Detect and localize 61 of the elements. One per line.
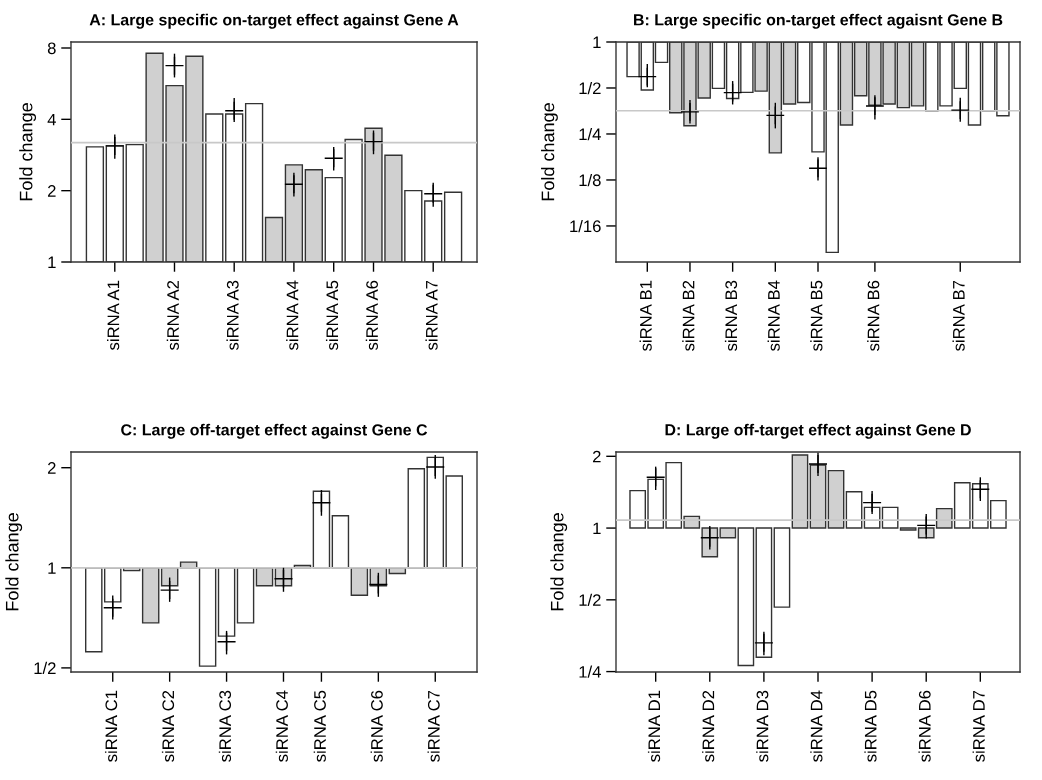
x-tick-label: siRNA A6: [365, 280, 378, 350]
x-tick-label: siRNA A7: [425, 280, 438, 350]
x-tick-label: siRNA D4: [810, 690, 823, 762]
x-tick-label: siRNA A4: [286, 280, 299, 350]
x-tick-label: siRNA C4: [275, 690, 288, 762]
x-tick-label: siRNA D6: [918, 690, 931, 762]
x-tick-label: siRNA B5: [810, 280, 823, 351]
x-tick-label: siRNA B3: [724, 280, 738, 351]
bar: [331, 515, 350, 569]
bar: [773, 527, 791, 608]
x-tick-label: siRNA C2: [161, 690, 175, 762]
y-tick-label: 1/4: [579, 665, 601, 678]
y-tick-label: 1/16: [570, 219, 601, 233]
y-tick-label: 1: [48, 562, 56, 574]
bar: [845, 490, 863, 529]
y-tick-label: 1: [593, 36, 601, 49]
y-tick-label: 8: [47, 42, 56, 55]
x-tick-label: siRNA D2: [702, 690, 715, 762]
y-tick-label: 1: [48, 256, 56, 269]
y-tick-label: 1/2: [579, 593, 601, 607]
x-tick-label: siRNA C6: [370, 690, 383, 762]
chart-title: A: Large specific on-target effect against Gene A: [89, 13, 459, 29]
x-tick-label: siRNA D5: [864, 690, 877, 762]
x-tick-label: siRNA D1: [647, 690, 661, 762]
y-axis-title: Fold change: [550, 513, 568, 611]
bar: [236, 567, 255, 624]
bar: [217, 567, 236, 637]
y-tick-label: 1/8: [579, 173, 601, 187]
x-tick-label: siRNA B2: [682, 280, 695, 351]
chart-title: C: Large off-target effect against Gene C: [121, 423, 428, 439]
x-tick-label: siRNA A1: [107, 280, 120, 350]
chart-title: B: Large specific on-target effect agaisnt Gene B: [634, 13, 1003, 29]
bar: [198, 567, 217, 667]
y-axis-title: Fold change: [19, 103, 37, 201]
x-tick-label: siRNA C7: [427, 690, 440, 762]
x-tick-label: siRNA A5: [325, 280, 339, 350]
y-tick-label: 4: [47, 113, 56, 126]
y-axis-title: Fold change: [541, 103, 558, 201]
chart-title: D: Large off-target effect against Gene D: [665, 423, 971, 439]
y-tick-label: 1/2: [34, 661, 56, 675]
x-tick-label: siRNA B7: [952, 280, 965, 351]
x-tick-label: siRNA C5: [313, 690, 326, 762]
bar: [755, 527, 773, 658]
bar: [312, 490, 331, 569]
x-tick-label: siRNA C1: [104, 690, 118, 762]
x-tick-label: siRNA B4: [767, 280, 780, 351]
x-tick-label: siRNA A3: [226, 280, 239, 350]
x-tick-label: siRNA B1: [639, 280, 652, 351]
x-tick-label: siRNA A2: [166, 280, 179, 350]
y-tick-label: 2: [47, 185, 56, 197]
x-tick-label: siRNA C3: [218, 690, 232, 762]
x-tick-label: siRNA D3: [756, 690, 769, 762]
y-tick-label: 1/4: [579, 127, 601, 141]
y-tick-label: 1: [593, 522, 601, 535]
y-tick-label: 2: [47, 462, 56, 474]
y-tick-label: 2: [592, 450, 601, 463]
x-tick-label: siRNA B6: [867, 280, 880, 351]
x-tick-label: siRNA D7: [972, 690, 985, 762]
y-tick-label: 1/2: [579, 81, 601, 95]
y-axis-title: Fold change: [5, 513, 23, 611]
bar: [407, 468, 426, 569]
